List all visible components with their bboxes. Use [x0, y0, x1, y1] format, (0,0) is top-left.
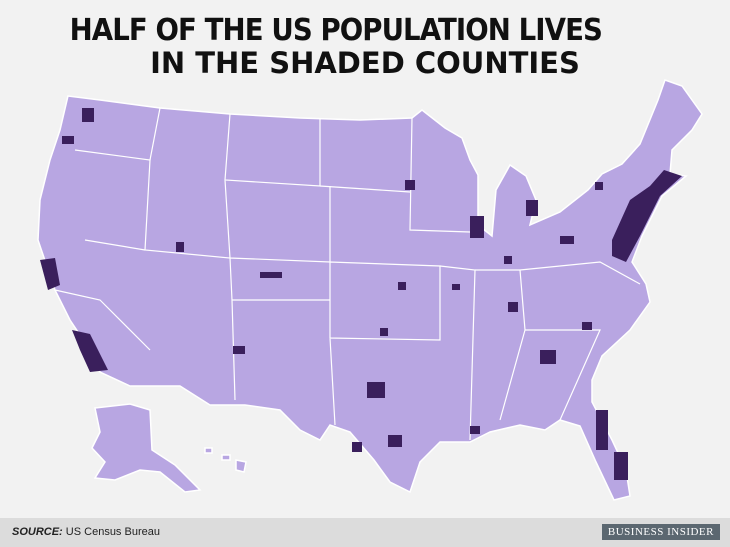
us-map [37, 79, 703, 501]
county [388, 435, 402, 447]
border [329, 261, 441, 426]
source-label: SOURCE: [12, 526, 63, 538]
county [596, 410, 608, 450]
hawaii [221, 454, 231, 461]
county [82, 108, 94, 122]
border [319, 117, 601, 421]
hawaii [204, 447, 213, 454]
county [40, 258, 60, 290]
source-text: US Census Bureau [65, 526, 160, 538]
county [405, 180, 415, 190]
county [470, 426, 480, 434]
county [233, 346, 245, 354]
county [612, 170, 682, 262]
county [380, 328, 388, 336]
title-line: IN THE SHADED COUNTIES [150, 46, 580, 80]
state-borders [54, 107, 641, 441]
county [398, 282, 406, 290]
county [540, 350, 556, 364]
county [452, 284, 460, 290]
alaska [91, 403, 202, 493]
county [595, 182, 603, 190]
county [504, 256, 512, 264]
border [149, 107, 331, 263]
county [62, 136, 74, 144]
county [176, 242, 184, 252]
logo: BUSINESS INSIDER [601, 524, 720, 540]
shaded-counties [40, 108, 682, 480]
county [526, 200, 538, 216]
county [582, 322, 592, 330]
title-line: HALF OF THE US POPULATION LIVES [70, 12, 602, 47]
map: HALF OF THE US POPULATION LIVES IN THE S… [37, 12, 703, 501]
border [74, 149, 236, 401]
source: SOURCE: US Census Bureau [12, 526, 160, 538]
county [72, 330, 108, 372]
footer: SOURCE: US Census Bureau BUSINESS INSIDE… [0, 518, 730, 547]
county [470, 216, 484, 238]
hawaii [235, 459, 247, 473]
county [260, 272, 282, 278]
border [439, 261, 641, 441]
border [54, 239, 330, 351]
county [508, 302, 518, 312]
county [352, 442, 362, 452]
county [614, 452, 628, 480]
county [367, 382, 385, 398]
county [560, 236, 574, 244]
